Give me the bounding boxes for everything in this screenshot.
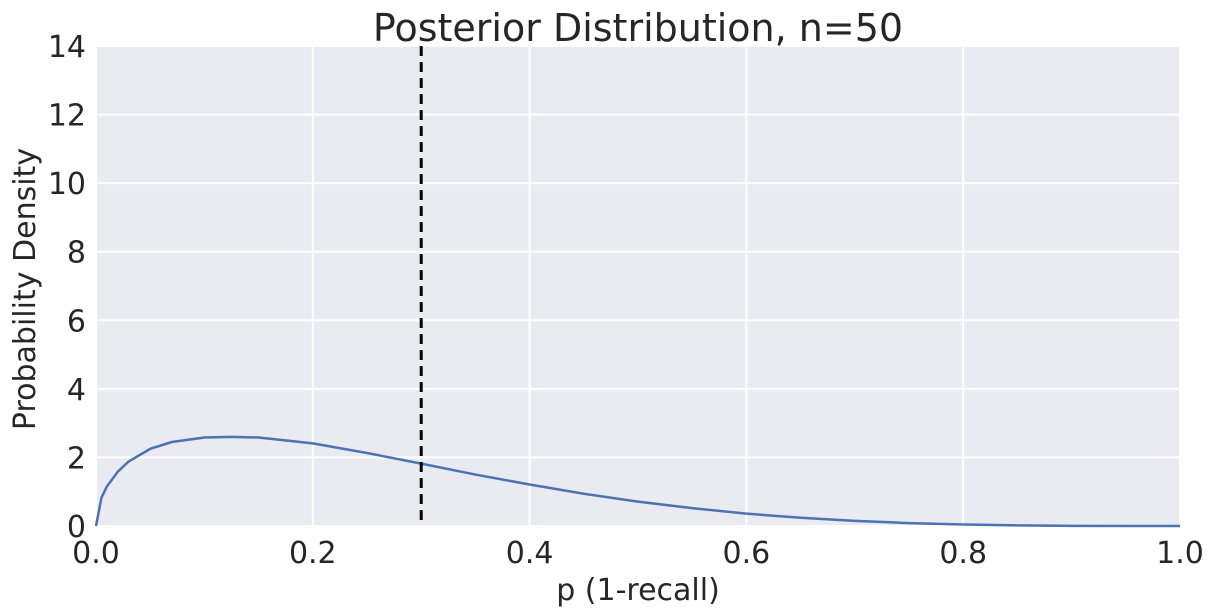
y-ticks: 0 2 4 6 8 10 12 14 bbox=[48, 30, 86, 545]
grid bbox=[95, 45, 1181, 527]
x-tick-label: 0.6 bbox=[723, 536, 771, 571]
x-tick-label: 0.8 bbox=[939, 536, 987, 571]
y-tick-label: 10 bbox=[48, 167, 86, 202]
x-tick-label: 0.2 bbox=[289, 536, 337, 571]
x-tick-label: 0.0 bbox=[72, 536, 120, 571]
y-tick-label: 8 bbox=[67, 236, 86, 271]
x-ticks: 0.0 0.2 0.4 0.6 0.8 1.0 bbox=[72, 536, 1204, 571]
plot-area bbox=[96, 46, 1180, 526]
series-group bbox=[94, 435, 1181, 528]
y-tick-label: 0 bbox=[67, 510, 86, 545]
y-tick-label: 6 bbox=[67, 304, 86, 339]
x-tick-label: 0.4 bbox=[506, 536, 554, 571]
chart-title: Posterior Distribution, n=50 bbox=[373, 6, 903, 50]
density-curve bbox=[94, 435, 1181, 528]
y-axis-label: Probability Density bbox=[8, 148, 43, 430]
x-tick-label: 1.0 bbox=[1156, 536, 1204, 571]
y-tick-label: 14 bbox=[48, 30, 86, 65]
y-tick-label: 4 bbox=[67, 373, 86, 408]
y-tick-label: 12 bbox=[48, 99, 86, 134]
x-axis-label: p (1-recall) bbox=[556, 573, 720, 608]
y-tick-label: 2 bbox=[67, 441, 86, 476]
